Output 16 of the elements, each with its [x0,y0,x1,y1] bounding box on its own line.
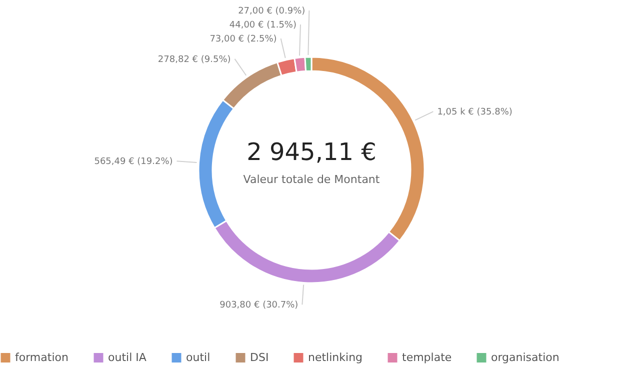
text: Valeur totale de Montant [243,173,380,186]
legend-label: template [402,350,452,364]
text: 2 945,11 € [246,138,376,166]
data-label: 73,00 € (2.5%) [210,34,277,45]
data-label: 565,49 € (19.2%) [94,157,173,168]
data-label: 44,00 € (1.5%) [229,20,296,31]
data-label: 903,80 € (30.7%) [220,300,298,311]
legend-label: formation [15,350,68,364]
legend-label: outil IA [108,350,147,364]
legend-label: organisation [491,350,560,364]
legend-label: outil [186,350,210,364]
data-label: 278,82 € (9.5%) [158,54,231,65]
data-label: 1,05 k € (35.8%) [437,108,512,118]
legend-label: netlinking [308,350,363,364]
legend-label: DSI [250,350,269,364]
data-label: 27,00 € (0.9%) [238,6,306,17]
